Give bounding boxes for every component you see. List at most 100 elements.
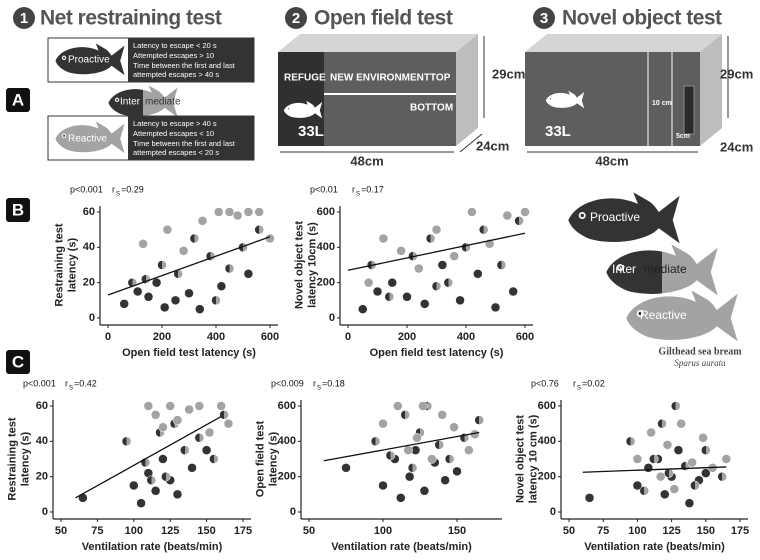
data-point [396,493,406,503]
x-tick-label: 75 [91,525,103,537]
data-point [184,404,194,415]
number-badge [13,7,35,29]
stat-r: r [313,378,316,388]
stat-r: r [112,184,115,194]
panel-badge [6,198,30,222]
data-point [172,489,183,500]
data-point [690,480,700,491]
data-point [502,210,513,221]
open-field-diagram: REFUGE NEW ENVIRONMENT TOP BOTTOM 33L 29… [278,34,525,168]
x-tick-label: 100 [125,525,143,537]
criteria-text: attempted escapes > 40 s [133,70,219,79]
novel-object [683,85,695,135]
dimension-label: 48cm [350,153,383,168]
x-tick-label: 175 [234,525,252,537]
stat-p: p<0.001 [23,378,56,388]
data-point [464,445,474,455]
y-axis-label: Novel object test [293,221,305,309]
x-tick-label: 0 [105,331,111,343]
panel-label: B [12,200,24,219]
y-axis-label: Restraining test [6,417,18,500]
data-point [370,436,381,447]
trend-line [347,232,526,271]
data-point [143,292,154,302]
data-point [146,475,157,485]
data-point [434,440,444,450]
data-point [243,207,254,217]
data-point [195,304,205,314]
data-point [419,299,430,309]
distance-label: 10 cm [652,100,672,107]
zone-label: BOTTOM [410,103,453,114]
x-tick-label: 150 [697,525,715,537]
data-point [655,471,666,482]
data-point [378,480,388,491]
x-tick-label: 150 [448,525,466,537]
y-tick-label: 400 [278,435,296,447]
criteria-text: Time between the first and last [133,139,236,148]
data-point [204,427,215,438]
data-point [496,260,507,270]
data-point [473,269,483,279]
data-point [649,454,659,464]
x-tick-label: 400 [457,331,475,343]
species-latin: Sparus aurata [674,358,726,368]
data-point [224,207,235,217]
data-point [341,463,351,473]
y-tick-label: 60 [36,400,48,412]
number-badge [285,7,307,29]
data-point [437,260,448,270]
data-point [490,302,501,313]
test-title: Novel object test [562,7,722,30]
data-point [431,224,442,235]
y-axis-label: latency (s) [19,431,31,486]
data-point [151,277,162,288]
dimension-label: 24cm [476,138,509,153]
data-point [467,207,477,217]
data-point [437,410,447,420]
dimension-label: 48cm [595,153,628,168]
tank-side [456,34,478,146]
y-tick-label: 400 [538,435,556,447]
dimension-label: 29cm [492,66,525,81]
y-tick-label: 600 [278,400,296,412]
y-tick-label: 40 [83,241,95,253]
data-point [412,433,422,443]
data-point [676,418,686,429]
data-point [461,242,471,253]
trend-line [323,431,480,462]
volume-label: 33L [545,123,571,140]
x-tick-label: 125 [161,525,179,537]
species-name: Gilthead sea bream [658,346,742,357]
data-point [387,277,397,288]
data-point [474,415,484,425]
zone-label: REFUGE [284,73,326,84]
stat-p: p<0.001 [70,184,103,194]
stat-r-value: =0.17 [361,184,384,194]
data-point [159,302,170,313]
zone-label: TOP [430,73,451,84]
panel-label: C [12,352,24,371]
stat-r-sub: S [69,386,73,392]
data-point [197,216,208,226]
tank-side [700,34,722,146]
data-point [669,484,680,494]
data-point [384,292,395,302]
x-tick-label: 200 [153,331,171,343]
criteria-text: Latency to escape > 40 s [133,119,217,128]
data-point [170,295,181,306]
data-point [721,454,732,464]
data-point [138,239,148,249]
volume-label: 33L [298,123,324,140]
stat-r: r [65,378,68,388]
data-point [639,486,649,496]
data-point [427,454,437,464]
data-point [194,433,205,443]
data-point [455,295,465,306]
legend-label: Reactive [640,308,687,322]
data-point [189,233,200,244]
data-point [643,463,654,473]
data-point [393,401,403,411]
data-point [216,281,227,291]
